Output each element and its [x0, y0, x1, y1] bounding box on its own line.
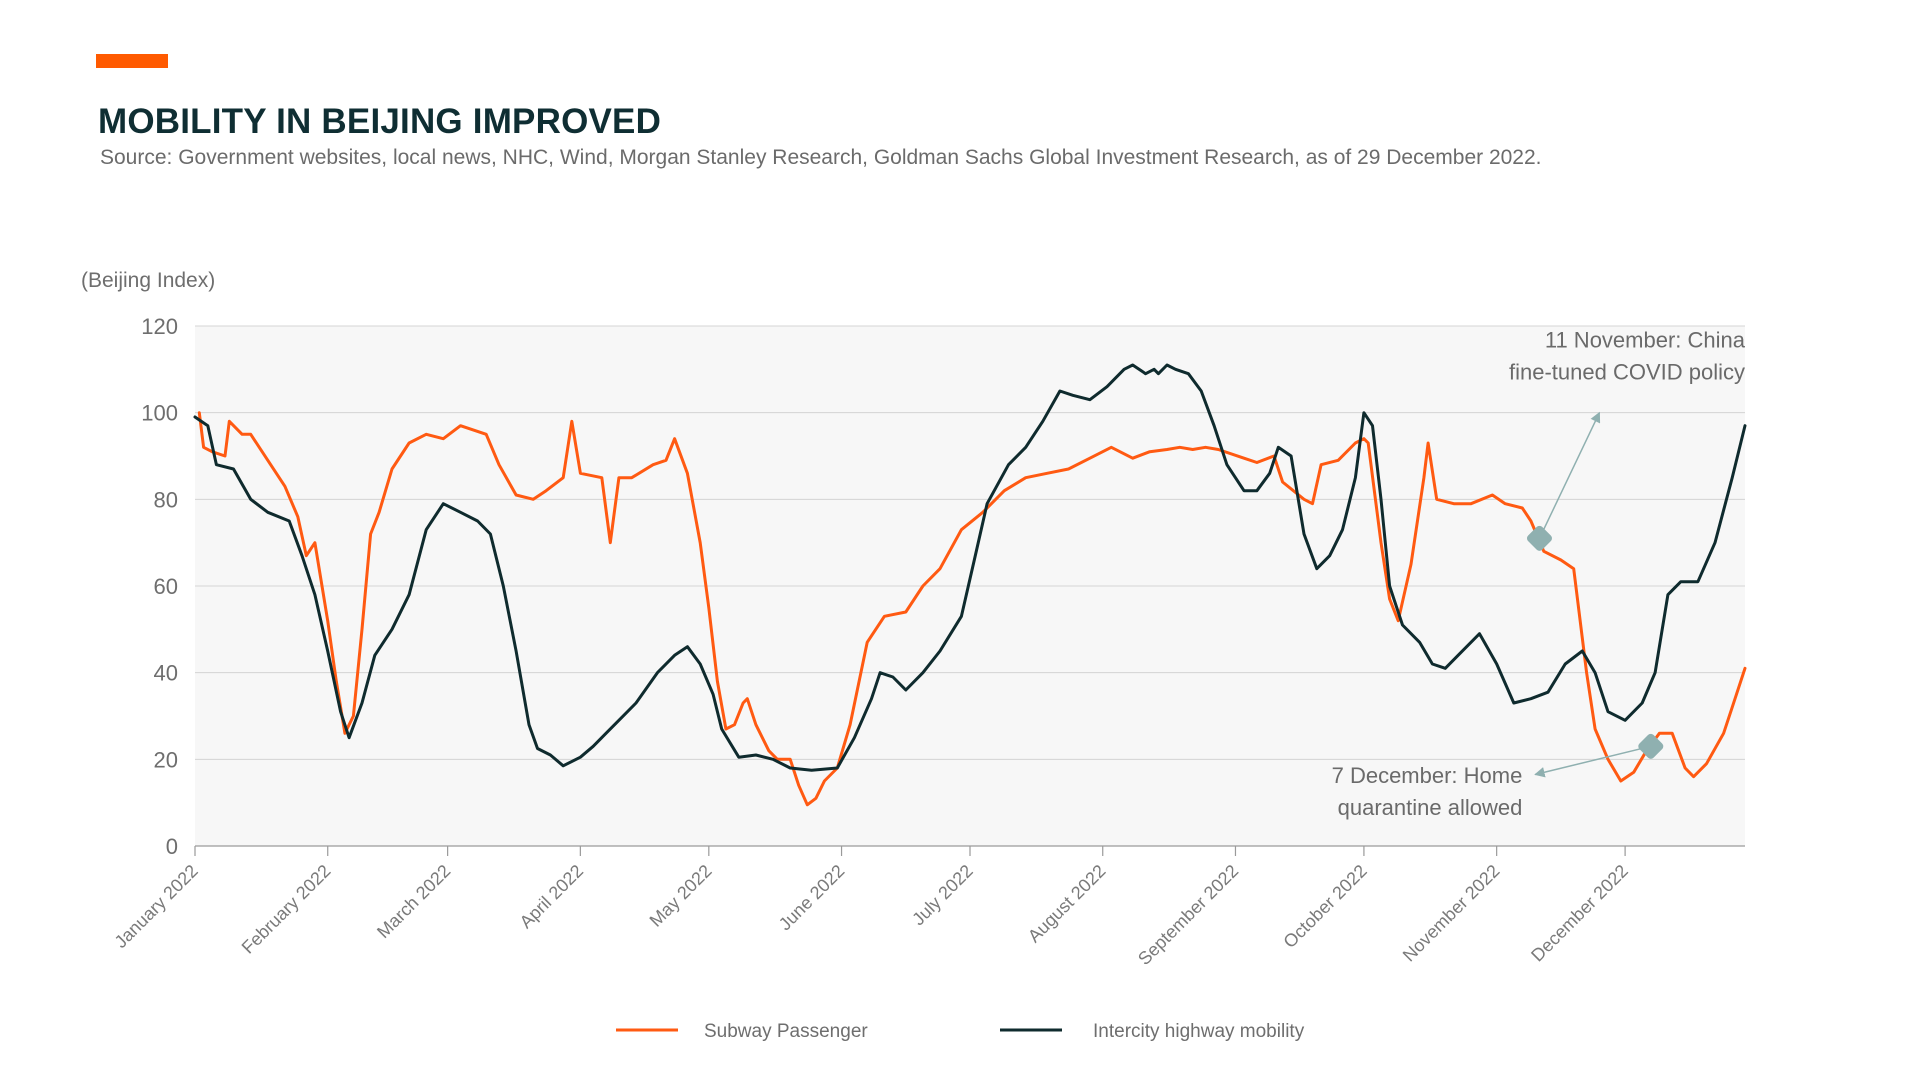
subway-passenger-line: [197, 411, 1747, 807]
x-tick-label: October 2022: [1279, 861, 1370, 952]
annotation-text: fine-tuned COVID policy: [1509, 360, 1745, 385]
x-tick-label: April 2022: [516, 861, 587, 932]
x-tick-label: September 2022: [1134, 861, 1242, 969]
x-tick-label: May 2022: [646, 861, 716, 931]
legend-label: Subway Passenger: [704, 1021, 868, 1042]
y-axis-label: (Beijing Index): [81, 269, 215, 292]
annotation-text: 11 November: China: [1545, 328, 1746, 353]
annotation-text: quarantine allowed: [1338, 795, 1523, 820]
x-tick-label: June 2022: [775, 861, 849, 935]
y-tick-label: 100: [141, 401, 178, 426]
y-tick-label: 20: [154, 747, 178, 772]
x-tick-label: July 2022: [908, 861, 977, 930]
y-tick-label: 80: [154, 487, 178, 512]
chart-title: MOBILITY IN BEIJING IMPROVED: [98, 102, 662, 141]
y-tick-label: 0: [166, 834, 178, 859]
y-tick-label: 120: [141, 314, 178, 339]
x-tick-label: January 2022: [111, 861, 202, 952]
x-tick-label: November 2022: [1399, 861, 1504, 966]
annotation-arrow: [1538, 411, 1601, 539]
annotation-marker: [1526, 525, 1552, 551]
y-tick-label: 40: [154, 661, 178, 686]
accent-bar: [96, 54, 168, 68]
x-tick-label: December 2022: [1527, 861, 1632, 966]
chart-source-subtitle: Source: Government websites, local news,…: [100, 146, 1542, 169]
x-tick-label: March 2022: [373, 861, 454, 942]
annotation-marker: [1638, 733, 1664, 759]
intercity-highway-line: [193, 363, 1747, 772]
x-tick-label: August 2022: [1024, 861, 1110, 947]
legend-label: Intercity highway mobility: [1093, 1021, 1305, 1042]
annotation-text: 7 December: Home: [1332, 763, 1523, 788]
annotation-arrow: [1534, 745, 1651, 778]
y-tick-label: 60: [154, 574, 178, 599]
x-tick-label: February 2022: [238, 861, 335, 958]
